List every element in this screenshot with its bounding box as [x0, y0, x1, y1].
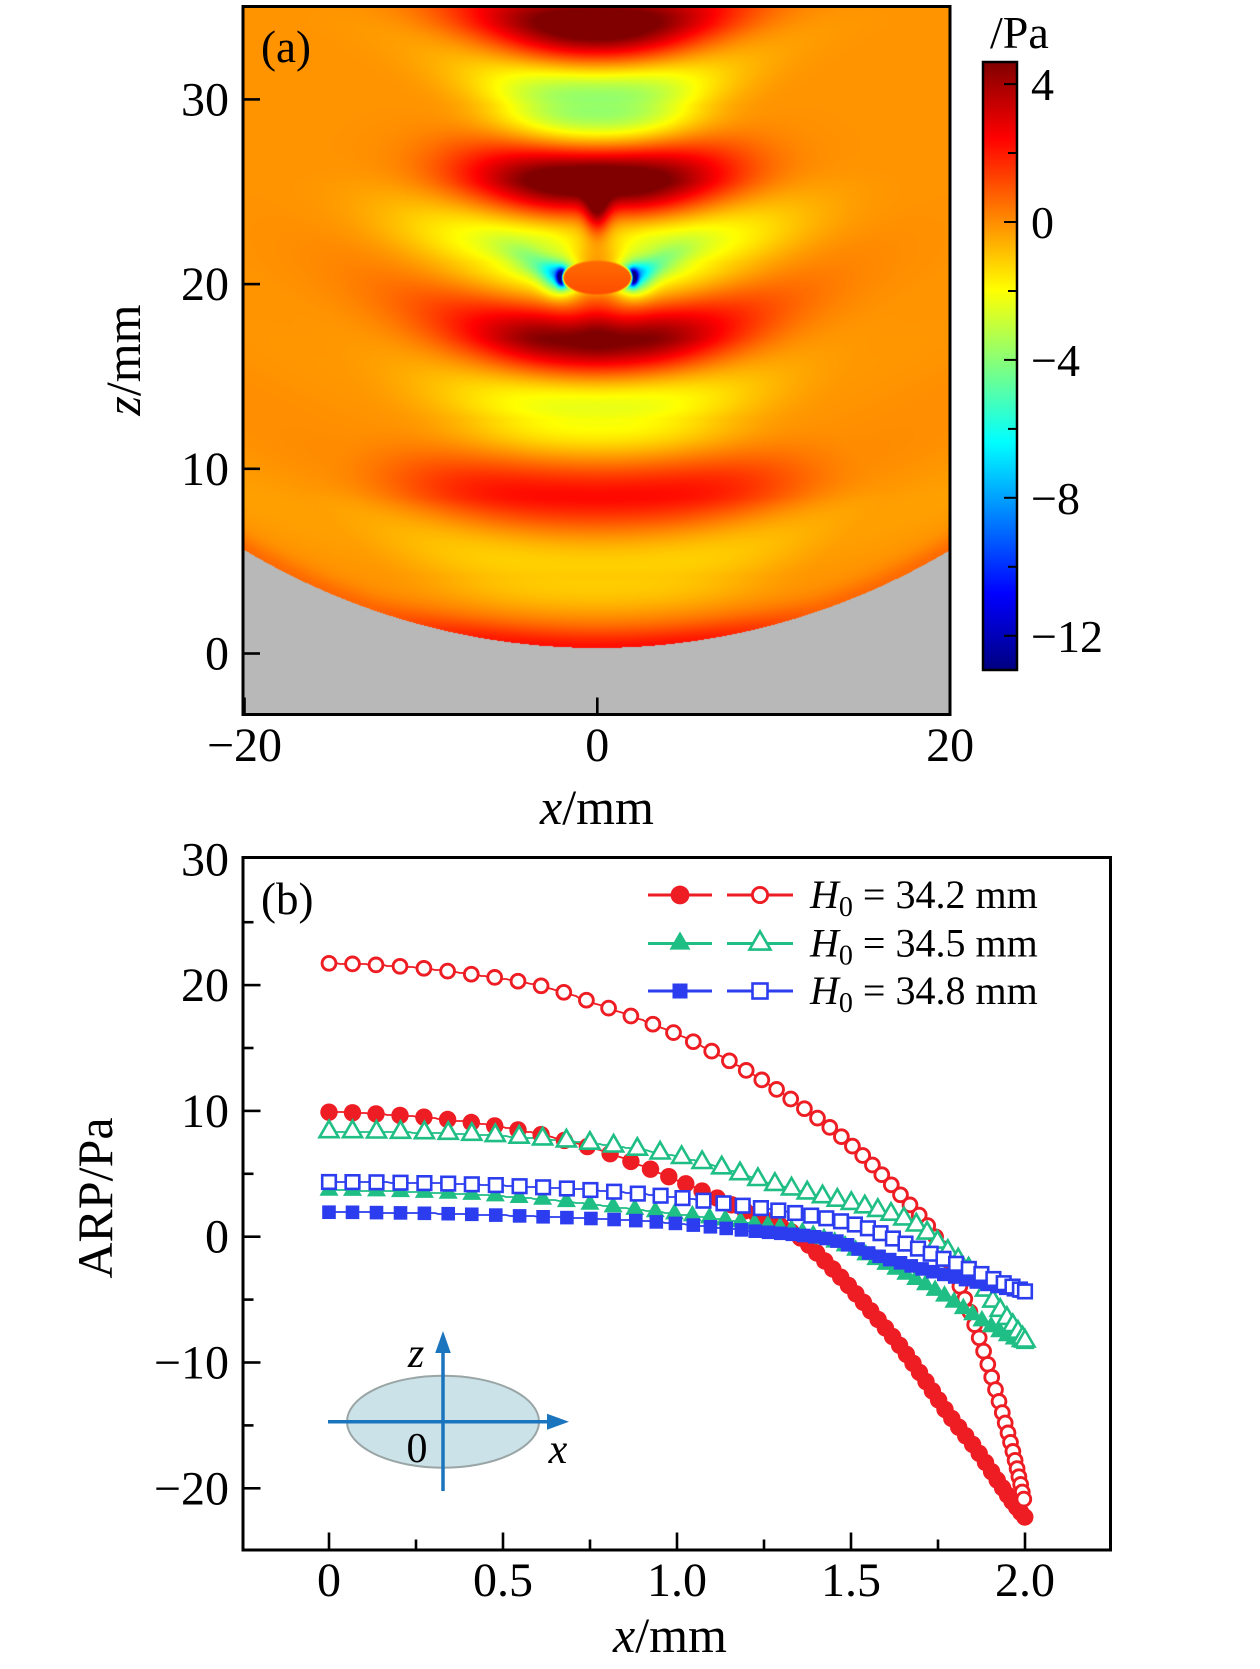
svg-text:30: 30: [181, 73, 229, 126]
svg-text:0: 0: [205, 628, 229, 681]
svg-text:x/mm: x/mm: [612, 1607, 727, 1663]
svg-text:H0 = 34.5 mm: H0 = 34.5 mm: [809, 921, 1038, 972]
svg-text:20: 20: [181, 258, 229, 311]
svg-text:−12: −12: [1031, 611, 1103, 662]
svg-text:10: 10: [181, 443, 229, 496]
svg-text:z: z: [407, 1331, 424, 1377]
svg-text:20: 20: [926, 719, 974, 772]
svg-text:H0 = 34.8 mm: H0 = 34.8 mm: [809, 968, 1038, 1019]
svg-text:H0 = 34.2 mm: H0 = 34.2 mm: [809, 872, 1038, 923]
svg-text:/Pa: /Pa: [990, 7, 1049, 58]
svg-text:4: 4: [1031, 59, 1054, 110]
svg-text:0: 0: [317, 1554, 341, 1607]
svg-text:30: 30: [181, 833, 229, 886]
svg-text:ARP/Pa: ARP/Pa: [67, 1117, 123, 1278]
svg-text:0: 0: [1031, 197, 1054, 248]
svg-text:(b): (b): [261, 874, 313, 924]
svg-text:2.0: 2.0: [995, 1554, 1055, 1607]
svg-text:−4: −4: [1031, 335, 1080, 386]
svg-text:0.5: 0.5: [473, 1554, 533, 1607]
svg-text:0: 0: [585, 719, 609, 772]
svg-text:x: x: [548, 1427, 568, 1473]
svg-text:x/mm: x/mm: [539, 779, 654, 835]
svg-text:1.0: 1.0: [647, 1554, 707, 1607]
svg-text:10: 10: [181, 1085, 229, 1138]
svg-text:−20: −20: [154, 1462, 229, 1515]
svg-text:0: 0: [407, 1426, 428, 1472]
svg-text:1.5: 1.5: [821, 1554, 881, 1607]
svg-text:−20: −20: [207, 719, 282, 772]
svg-text:z/mm: z/mm: [95, 304, 151, 416]
svg-text:−10: −10: [154, 1337, 229, 1390]
svg-text:(a): (a): [261, 22, 311, 72]
svg-text:20: 20: [181, 959, 229, 1012]
svg-text:0: 0: [205, 1211, 229, 1264]
svg-text:−8: −8: [1031, 473, 1080, 524]
